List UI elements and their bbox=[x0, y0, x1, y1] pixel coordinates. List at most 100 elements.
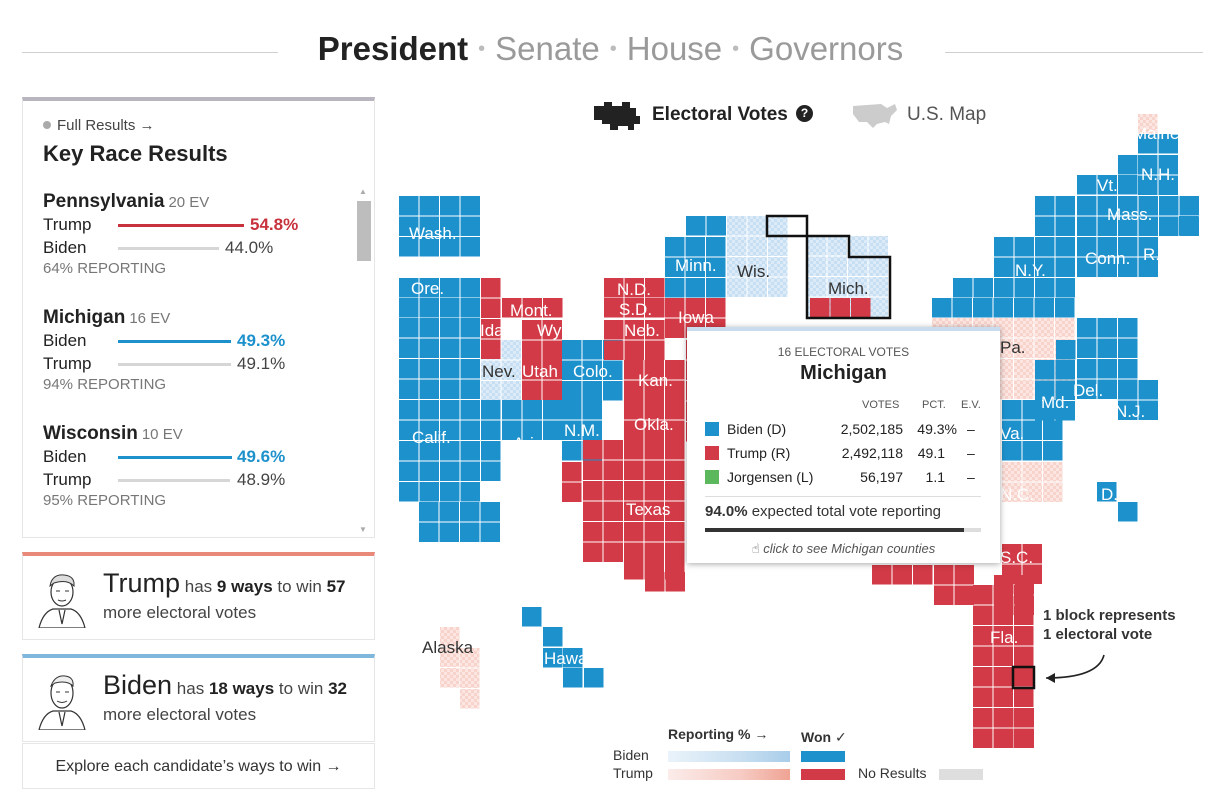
state-label-alaska[interactable]: Alaska bbox=[422, 638, 474, 657]
state-label-vt[interactable]: Vt. bbox=[1097, 176, 1118, 195]
state-label-ariz[interactable]: Ariz. bbox=[513, 434, 547, 453]
electoral-block bbox=[993, 667, 1013, 687]
state-label-nh[interactable]: N.H. bbox=[1141, 165, 1175, 184]
state-label-nev[interactable]: Nev. bbox=[482, 362, 516, 381]
tab-governors[interactable]: Governors bbox=[749, 30, 904, 67]
electoral-block bbox=[827, 256, 847, 276]
electoral-block bbox=[1138, 196, 1158, 216]
state-label-kan[interactable]: Kan. bbox=[638, 371, 673, 390]
state-label-ny[interactable]: N.Y. bbox=[1015, 261, 1046, 280]
race-ev: 16 EV bbox=[129, 310, 171, 327]
tooltip-ev: 16 ELECTORAL VOTES bbox=[777, 345, 910, 359]
electoral-block bbox=[934, 585, 954, 605]
electoral-block bbox=[994, 257, 1014, 277]
electoral-block bbox=[603, 501, 623, 521]
tooltip-click-hint[interactable]: ☝ click to see Michigan counties bbox=[751, 541, 936, 556]
state-label-nj[interactable]: N.J. bbox=[1115, 402, 1146, 421]
scroll-thumb[interactable] bbox=[357, 201, 371, 261]
state-label-okla[interactable]: Okla. bbox=[634, 415, 674, 434]
ways-has: has bbox=[176, 679, 205, 698]
electoral-block bbox=[1014, 237, 1034, 257]
state-label-wis[interactable]: Wis. bbox=[737, 262, 771, 281]
state-label-md[interactable]: Md. bbox=[1041, 393, 1070, 412]
state-label-sd[interactable]: S.D. bbox=[619, 300, 653, 319]
state-label-ri[interactable]: R.I. bbox=[1143, 245, 1170, 264]
state-label-wash[interactable]: Wash. bbox=[409, 224, 457, 243]
electoral-block bbox=[399, 318, 419, 338]
electoral-block bbox=[1138, 380, 1158, 400]
biden-ways-text: Biden has 18 ways to win 32 more elector… bbox=[103, 672, 347, 728]
electoral-block bbox=[827, 236, 847, 256]
state-label-minn[interactable]: Minn. bbox=[675, 256, 717, 275]
explore-ways-link[interactable]: Explore each candidate’s ways to win → bbox=[22, 743, 375, 789]
electoral-block bbox=[1118, 338, 1138, 358]
electoral-block bbox=[460, 318, 480, 338]
electoral-block bbox=[1118, 175, 1138, 195]
legend-no-results-label: No Results bbox=[858, 765, 927, 781]
tab-senate[interactable]: Senate bbox=[495, 30, 600, 67]
electoral-block bbox=[1014, 278, 1034, 298]
race-state: Pennsylvania bbox=[43, 191, 165, 212]
electoral-block bbox=[1138, 114, 1158, 134]
state-label-sc[interactable]: S.C. bbox=[1000, 548, 1034, 567]
state-label-iowa[interactable]: Iowa bbox=[678, 308, 714, 327]
electoral-block bbox=[440, 237, 460, 257]
state-label-fla[interactable]: Fla. bbox=[990, 628, 1019, 647]
electoral-block bbox=[440, 359, 460, 379]
state-label-nc[interactable]: N.C. bbox=[1000, 485, 1034, 504]
help-icon[interactable]: ? bbox=[796, 105, 813, 122]
tab-house[interactable]: House bbox=[626, 30, 723, 67]
race-card-pennsylvania[interactable]: Pennsylvania 20 EV Trump 54.8% Biden 44.0% … bbox=[43, 191, 343, 277]
electoral-block bbox=[1055, 278, 1075, 298]
legend-trump-won-swatch bbox=[801, 769, 845, 780]
state-label-maine[interactable]: Maine bbox=[1133, 124, 1180, 143]
state-label-nm[interactable]: N.M. bbox=[564, 421, 600, 440]
state-label-va[interactable]: Va. bbox=[1000, 424, 1025, 443]
state-label-pa[interactable]: Pa. bbox=[1000, 338, 1026, 357]
state-label-conn[interactable]: Conn. bbox=[1085, 249, 1131, 268]
electoral-block bbox=[522, 400, 542, 420]
electoral-block bbox=[913, 565, 933, 585]
electoral-block bbox=[706, 237, 726, 257]
electoral-block bbox=[685, 257, 705, 277]
tab-president[interactable]: President bbox=[317, 30, 469, 67]
state-label-colo[interactable]: Colo. bbox=[573, 362, 613, 381]
electoral-block bbox=[1043, 482, 1063, 502]
race-card-wisconsin[interactable]: Wisconsin 10 EV Biden 49.6% Trump 48.9% 95%… bbox=[43, 423, 343, 509]
state-label-neb[interactable]: Neb. bbox=[624, 321, 660, 340]
scroll-down-icon[interactable]: ▼ bbox=[359, 525, 367, 534]
electoral-block bbox=[848, 236, 868, 256]
electoral-block bbox=[973, 298, 993, 318]
state-label-wyo[interactable]: Wyo. bbox=[537, 321, 576, 340]
state-label-mich[interactable]: Mich. bbox=[828, 279, 869, 298]
electoral-block bbox=[522, 420, 542, 440]
electoral-block bbox=[1097, 257, 1117, 277]
electoral-block bbox=[1014, 318, 1034, 338]
electoral-block bbox=[645, 320, 665, 340]
electoral-block bbox=[582, 381, 602, 401]
state-label-nd[interactable]: N.D. bbox=[617, 280, 651, 299]
state-label-hawaii[interactable]: Hawaii bbox=[544, 649, 596, 668]
state-label-dc[interactable]: D.C. bbox=[1101, 485, 1135, 504]
electoral-block bbox=[460, 461, 480, 481]
electoral-block bbox=[480, 522, 500, 542]
state-label-idaho[interactable]: Idaho bbox=[480, 321, 523, 340]
scroll-up-icon[interactable]: ▲ bbox=[359, 187, 367, 196]
biden-ways-card[interactable]: Biden has 18 ways to win 32 more elector… bbox=[22, 654, 375, 742]
electoral-block bbox=[419, 278, 439, 298]
full-results-link[interactable]: Full Results → bbox=[43, 117, 155, 134]
state-label-ore[interactable]: Ore. bbox=[411, 279, 445, 298]
panel-scrollbar[interactable]: ▲ ▼ bbox=[355, 185, 373, 535]
race-card-michigan[interactable]: Michigan 16 EV Biden 49.3% Trump 49.1% 94% … bbox=[43, 307, 343, 393]
state-label-mass[interactable]: Mass. bbox=[1107, 205, 1153, 224]
electoral-block bbox=[440, 420, 460, 440]
electoral-block bbox=[830, 298, 850, 318]
state-label-utah[interactable]: Utah bbox=[522, 362, 558, 381]
state-label-texas[interactable]: Texas bbox=[626, 500, 671, 519]
michigan-tooltip[interactable]: 16 ELECTORAL VOTES Michigan VOTES PCT. E… bbox=[687, 327, 1000, 563]
state-label-calif[interactable]: Calif. bbox=[412, 428, 451, 447]
state-label-mont[interactable]: Mont. bbox=[510, 301, 553, 320]
state-label-del[interactable]: Del. bbox=[1073, 381, 1104, 400]
trump-ways-card[interactable]: Trump has 9 ways to win 57 more electora… bbox=[22, 552, 375, 640]
